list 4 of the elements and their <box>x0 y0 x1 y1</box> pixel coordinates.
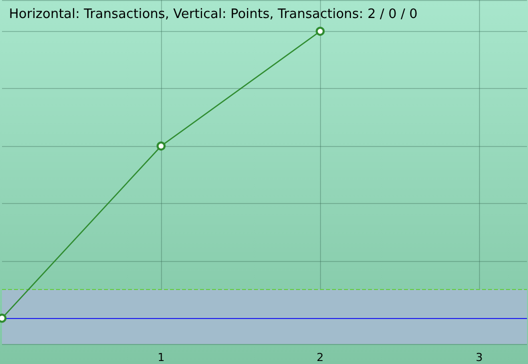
x-tick-label: 3 <box>476 351 483 364</box>
x-tick-label: 2 <box>316 351 324 364</box>
x-tick-label: 1 <box>158 351 165 364</box>
chart-title: Horizontal: Transactions, Vertical: Points, Transactions: 2 / 0 / 0 <box>9 7 418 22</box>
